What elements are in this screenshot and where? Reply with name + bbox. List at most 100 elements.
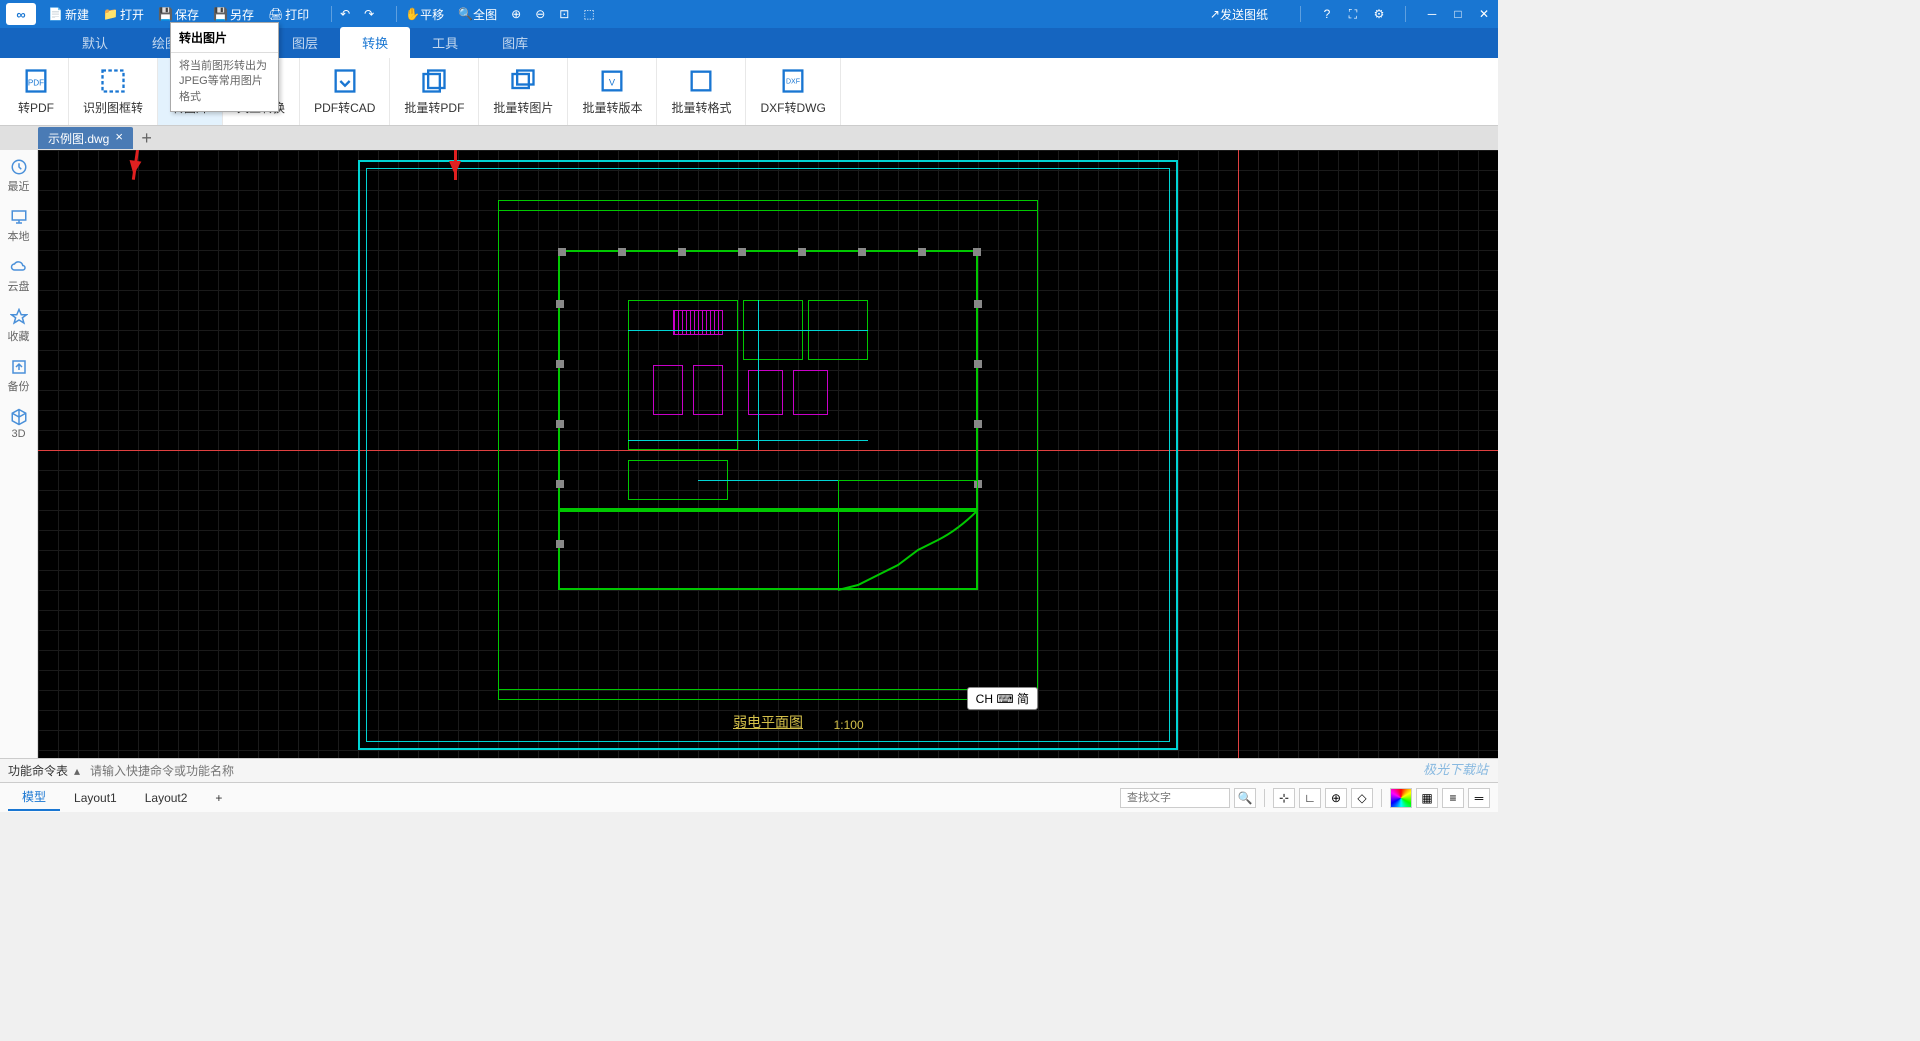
drawing-canvas[interactable]: 弱电平面图 1:100 CH ⌨ 简: [38, 150, 1498, 758]
format-icon: [687, 67, 715, 95]
settings-button[interactable]: ⚙: [1371, 6, 1387, 22]
crosshair-vertical: [1238, 150, 1239, 758]
frame-convert-button[interactable]: 识别图框转: [69, 58, 158, 125]
snap-button[interactable]: ⊹: [1273, 788, 1295, 808]
pan-button[interactable]: ✋平移: [405, 6, 444, 23]
backup-button[interactable]: 备份: [8, 358, 30, 394]
layout-2[interactable]: Layout2: [131, 787, 202, 809]
zoom-extents-button[interactable]: 🔍全图: [458, 6, 497, 23]
svg-text:V: V: [609, 78, 616, 88]
zoom-out-button[interactable]: ⊖: [535, 7, 545, 21]
tab-default[interactable]: 默认: [60, 27, 130, 58]
layout-1[interactable]: Layout1: [60, 787, 131, 809]
undo-button[interactable]: ↶: [340, 7, 350, 21]
pdf-icon: PDF: [22, 67, 50, 95]
file-tab-label: 示例图.dwg: [48, 130, 109, 147]
pdf-to-cad-button[interactable]: PDF转CAD: [300, 58, 390, 125]
zoom-in-button[interactable]: ⊕: [511, 7, 521, 21]
tab-layer[interactable]: 图层: [270, 27, 340, 58]
tab-convert[interactable]: 转换: [340, 27, 410, 58]
drawing-title: 弱电平面图: [733, 712, 803, 732]
backup-icon: [10, 358, 28, 376]
maximize-button[interactable]: □: [1450, 6, 1466, 22]
pdf-cad-icon: [331, 67, 359, 95]
share-icon: ↗: [1210, 7, 1220, 21]
search-button[interactable]: 🔍: [1234, 788, 1256, 808]
close-button[interactable]: ✕: [1476, 6, 1492, 22]
drawing-content: 弱电平面图 1:100: [358, 160, 1178, 750]
ime-indicator: CH ⌨ 简: [967, 687, 1038, 710]
polar-button[interactable]: ⊕: [1325, 788, 1347, 808]
print-button[interactable]: 🖨打印: [268, 6, 309, 23]
svg-text:DXF: DXF: [786, 78, 800, 85]
file-tab[interactable]: 示例图.dwg ×: [38, 127, 133, 149]
save-icon: 💾: [158, 7, 172, 21]
open-icon: 📁: [103, 7, 117, 21]
add-layout-button[interactable]: +: [201, 787, 236, 809]
3d-button[interactable]: 3D: [10, 408, 28, 440]
frame-icon: [99, 67, 127, 95]
app-logo: ∞: [6, 3, 36, 25]
dxf-icon: DXF: [779, 67, 807, 95]
osnap-button[interactable]: ◇: [1351, 788, 1373, 808]
filetabs: 示例图.dwg × +: [0, 126, 1498, 150]
linetype-button[interactable]: ≡: [1442, 788, 1464, 808]
fullscreen-button[interactable]: ⛶: [1345, 6, 1361, 22]
send-drawing-button[interactable]: ↗发送图纸: [1210, 6, 1268, 23]
ortho-button[interactable]: ∟: [1299, 788, 1321, 808]
print-icon: 🖨: [268, 7, 282, 21]
batch-pdf-icon: [420, 67, 448, 95]
minimize-button[interactable]: ─: [1424, 6, 1440, 22]
batch-image-icon: [509, 67, 537, 95]
annotation-arrow-2: [454, 150, 457, 180]
watermark: 极光下载站: [1423, 759, 1488, 778]
layout-model[interactable]: 模型: [8, 784, 60, 811]
close-tab-button[interactable]: ×: [115, 131, 127, 143]
saveas-icon: 💾: [213, 7, 227, 21]
recent-button[interactable]: 最近: [8, 158, 30, 194]
save-button[interactable]: 💾保存: [158, 6, 199, 23]
zoom-window-button[interactable]: ⊡: [559, 7, 569, 21]
statusbar: 模型 Layout1 Layout2 + 🔍 ⊹ ∟ ⊕ ◇ ▦ ≡ ═: [0, 782, 1498, 812]
add-tab-button[interactable]: +: [141, 128, 152, 149]
batch-pdf-button[interactable]: 批量转PDF: [390, 58, 479, 125]
layer-button[interactable]: ▦: [1416, 788, 1438, 808]
drawing-scale: 1:100: [834, 718, 864, 732]
lineweight-button[interactable]: ═: [1468, 788, 1490, 808]
batch-image-button[interactable]: 批量转图片: [479, 58, 568, 125]
command-input[interactable]: [90, 764, 1490, 778]
saveas-button[interactable]: 💾另存: [213, 6, 254, 23]
tooltip-body: 将当前图形转出为JPEG等常用图片格式: [171, 53, 278, 111]
cloud-button[interactable]: 云盘: [8, 258, 30, 294]
open-button[interactable]: 📁打开: [103, 6, 144, 23]
tab-tools[interactable]: 工具: [410, 27, 480, 58]
cloud-icon: [10, 258, 28, 276]
hand-icon: ✋: [405, 7, 420, 21]
star-icon: [10, 308, 28, 326]
batch-version-button[interactable]: V批量转版本: [568, 58, 657, 125]
redo-button[interactable]: ↷: [364, 7, 374, 21]
local-button[interactable]: 本地: [8, 208, 30, 244]
favorites-button[interactable]: 收藏: [8, 308, 30, 344]
clock-icon: [10, 158, 28, 176]
new-button[interactable]: 📄新建: [48, 6, 89, 23]
dxf-dwg-button[interactable]: DXFDXF转DWG: [746, 58, 840, 125]
new-icon: 📄: [48, 7, 62, 21]
search-icon: 🔍: [458, 7, 473, 21]
tooltip: 转出图片 将当前图形转出为JPEG等常用图片格式: [170, 22, 279, 112]
search-input[interactable]: [1120, 788, 1230, 808]
workspace: 最近 本地 云盘 收藏 备份 3D: [0, 150, 1498, 758]
svg-text:PDF: PDF: [28, 79, 44, 88]
cube-icon: [10, 408, 28, 426]
cmd-label: 功能命令表: [8, 762, 68, 779]
to-pdf-button[interactable]: PDF转PDF: [4, 58, 69, 125]
command-bar: 功能命令表 ▴: [0, 758, 1498, 782]
tab-library[interactable]: 图库: [480, 27, 550, 58]
version-icon: V: [598, 67, 626, 95]
batch-format-button[interactable]: 批量转格式: [657, 58, 746, 125]
tooltip-title: 转出图片: [171, 23, 278, 53]
cmd-dropdown[interactable]: ▴: [74, 764, 80, 778]
color-button[interactable]: [1390, 788, 1412, 808]
help-button[interactable]: ?: [1319, 6, 1335, 22]
zoom-fit-button[interactable]: ⬚: [583, 7, 594, 21]
